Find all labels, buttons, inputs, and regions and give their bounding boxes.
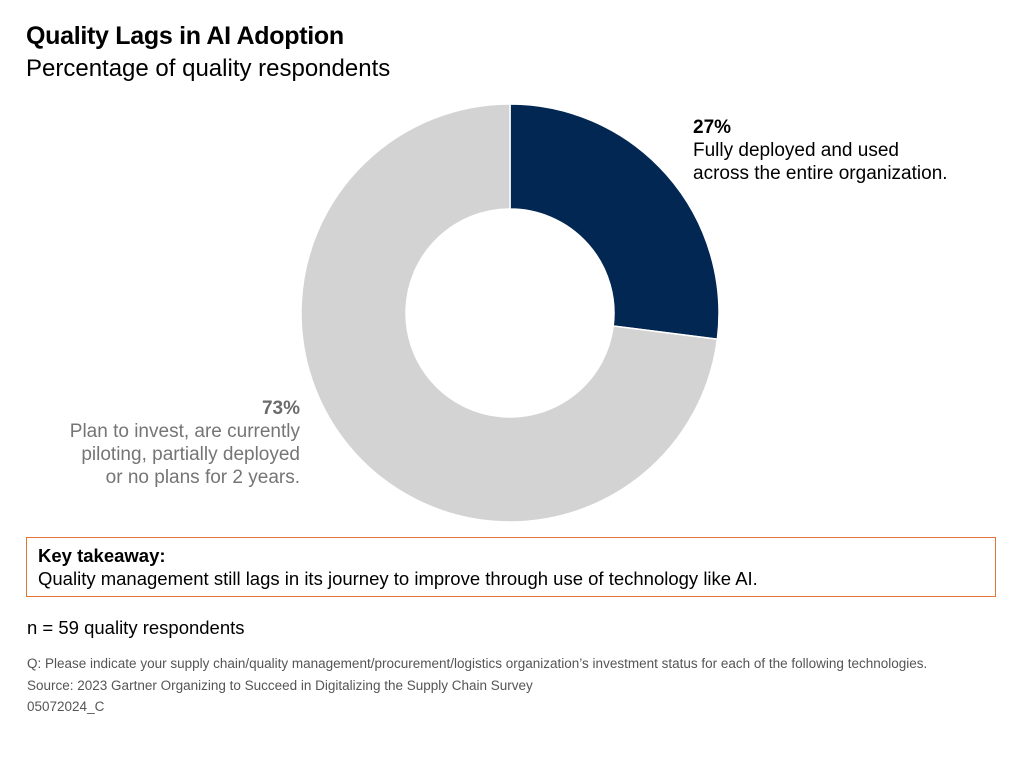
slice-label-line: across the entire organization. bbox=[693, 163, 948, 184]
footnotes: Q: Please indicate your supply chain/qua… bbox=[27, 655, 967, 720]
slice-label-plan-to-invest: 73% Plan to invest, are currently piloti… bbox=[70, 397, 300, 489]
slice-label-line: piloting, partially deployed bbox=[81, 444, 300, 465]
chart-subtitle: Percentage of quality respondents bbox=[26, 55, 391, 82]
key-takeaway-text: Quality management still lags in its jou… bbox=[38, 568, 758, 589]
sample-size-note: n = 59 quality respondents bbox=[27, 617, 245, 638]
source-note: Source: 2023 Gartner Organizing to Succe… bbox=[27, 677, 533, 693]
key-takeaway-box: Key takeaway: Quality management still l… bbox=[26, 537, 996, 597]
survey-question-note: Q: Please indicate your supply chain/qua… bbox=[27, 656, 928, 671]
donut-slice-plan-to-invest bbox=[300, 103, 719, 523]
slice-label-line: or no plans for 2 years. bbox=[105, 467, 300, 488]
slice-label-fully-deployed: 27% Fully deployed and used across the e… bbox=[693, 116, 948, 185]
key-takeaway-heading: Key takeaway: bbox=[38, 545, 166, 566]
donut-slice-fully-deployed bbox=[509, 103, 720, 341]
slice-label-line: Plan to invest, are currently bbox=[69, 421, 300, 442]
slice-label-line: Fully deployed and used bbox=[693, 140, 899, 161]
slice-value-label: 73% bbox=[261, 398, 300, 419]
document-code: 05072024_C bbox=[27, 699, 105, 714]
slice-value-label: 27% bbox=[693, 117, 732, 138]
chart-title: Quality Lags in AI Adoption bbox=[26, 22, 344, 50]
